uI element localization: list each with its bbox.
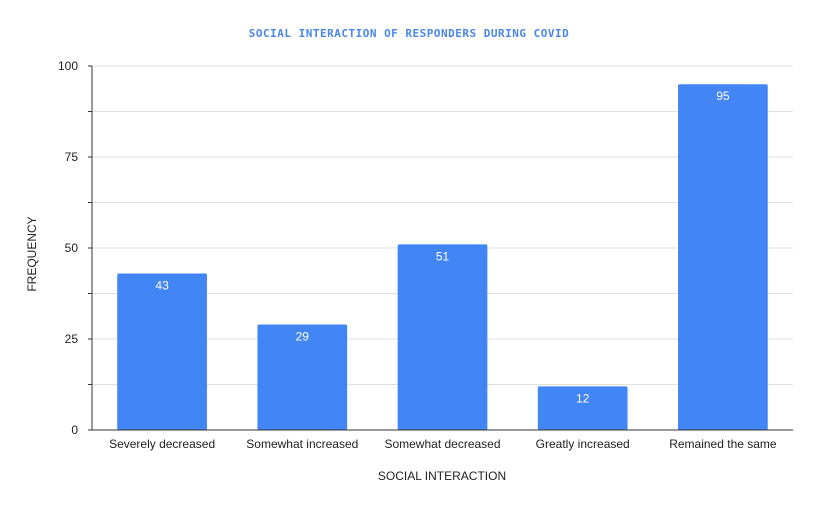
x-tick-label: Severely decreased	[109, 437, 215, 451]
y-tick-label: 50	[65, 241, 79, 255]
x-tick-label: Greatly increased	[536, 437, 630, 451]
bar-value-label: 12	[576, 391, 590, 405]
bar-value-label: 95	[716, 89, 730, 103]
bar-value-label: 51	[436, 249, 450, 263]
bar	[257, 324, 348, 430]
x-tick-label: Remained the same	[669, 437, 777, 451]
bar-value-label: 43	[155, 278, 169, 292]
bar	[678, 84, 768, 430]
axes: 0 25 50 75 100 Severely decreased Somewhat inc…	[58, 59, 793, 451]
x-tick-label: Somewhat increased	[246, 437, 358, 451]
y-axis-title: FREQUENCY	[25, 216, 39, 291]
y-tick-label: 100	[58, 59, 78, 73]
y-tick-label: 0	[71, 423, 78, 437]
x-tick-label: Somewhat decreased	[384, 437, 500, 451]
bar	[397, 244, 488, 430]
bar-value-label: 29	[296, 329, 310, 343]
y-tick-label: 75	[65, 150, 79, 164]
bars: 43 29 51 12 95	[117, 84, 768, 430]
bar	[117, 273, 207, 430]
bar	[537, 386, 628, 430]
chart-title: SOCIAL INTERACTION OF RESPONDERS DURING …	[249, 27, 570, 40]
y-tick-label: 25	[65, 332, 79, 346]
x-axis-title: SOCIAL INTERACTION	[378, 469, 506, 483]
